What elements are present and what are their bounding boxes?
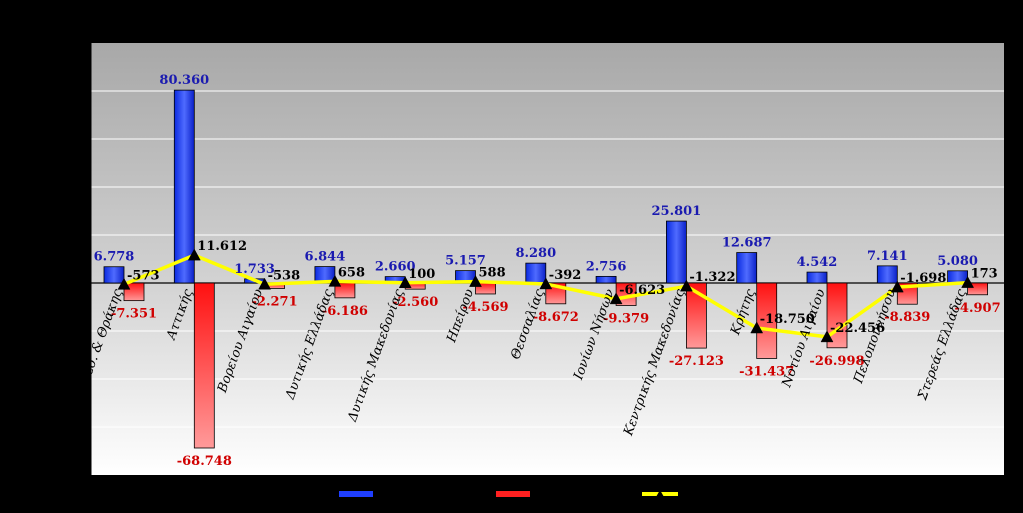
data-label-line: -6.623 — [619, 283, 665, 298]
data-label-negative: -8.672 — [533, 310, 579, 325]
data-label-negative: -4.569 — [462, 300, 508, 315]
data-label-positive: 8.280 — [515, 246, 556, 261]
line-marker — [609, 292, 623, 305]
data-label-line: -18.750 — [760, 312, 815, 327]
bar-positive — [666, 220, 687, 284]
legend-swatch-blue — [339, 491, 373, 497]
data-label-line: 588 — [479, 266, 506, 281]
line-marker — [890, 280, 904, 293]
data-label-negative: -8.839 — [884, 310, 930, 325]
bars — [103, 89, 988, 449]
legend — [339, 490, 678, 497]
line-series — [117, 248, 975, 343]
line-marker — [539, 277, 553, 290]
bar-positive — [173, 89, 195, 284]
data-label-positive: 5.157 — [445, 254, 486, 269]
line-marker — [187, 248, 201, 261]
data-label-positive: 2.756 — [586, 259, 627, 274]
bar-positive — [103, 266, 125, 284]
data-label-line: -1.698 — [900, 271, 946, 286]
line-marker — [820, 330, 834, 343]
data-label-positive: 6.778 — [94, 250, 135, 265]
bar-positive — [525, 262, 547, 284]
data-label-positive: 12.687 — [722, 236, 772, 251]
legend-swatch-red — [496, 491, 530, 497]
data-label-positive: 5.080 — [937, 254, 978, 269]
data-label-line: -392 — [549, 268, 582, 283]
data-label-positive: 4.542 — [797, 255, 838, 270]
data-label-positive: 7.141 — [867, 249, 908, 264]
data-label-negative: -68.748 — [177, 454, 232, 469]
line-marker — [750, 321, 764, 334]
data-label-line: -573 — [127, 268, 160, 283]
data-label-line: 11.612 — [197, 239, 247, 254]
line-marker — [398, 276, 412, 289]
data-label-negative: -9.379 — [603, 312, 649, 327]
data-label-negative: -31.437 — [739, 364, 794, 379]
line-marker — [328, 274, 342, 287]
data-label-positive: 2.660 — [375, 260, 416, 275]
data-label-negative: -2.271 — [252, 294, 298, 309]
data-labels: 6.778 80.360 1.733 6.844 2.660 5.157 8.280 2.75… — [94, 73, 1001, 469]
bar-negative — [686, 282, 707, 349]
plot-area — [91, 43, 1004, 475]
bar-negative — [967, 282, 988, 296]
bar-positive — [806, 271, 828, 284]
data-label-line: 173 — [971, 267, 998, 282]
line-marker — [679, 279, 693, 292]
data-label-positive: 25.801 — [652, 204, 702, 219]
bar-negative — [193, 282, 215, 449]
data-label-line: 100 — [408, 267, 435, 282]
data-label-positive: 1.733 — [234, 262, 275, 277]
data-label-negative: -7.351 — [111, 307, 157, 322]
data-label-line: 658 — [338, 265, 365, 280]
data-label-negative: -4.907 — [955, 301, 1001, 316]
data-label-negative: -6.186 — [322, 304, 368, 319]
data-label-negative: -27.123 — [669, 354, 724, 369]
data-label-negative: -2.560 — [392, 295, 438, 310]
data-label-positive: 80.360 — [159, 73, 209, 88]
line-marker — [258, 277, 272, 290]
data-label-line: -22.456 — [830, 321, 885, 336]
data-label-negative: -26.998 — [809, 354, 864, 369]
legend-line-marker — [656, 490, 664, 497]
bar-positive — [736, 252, 758, 284]
line-marker — [961, 276, 975, 288]
line-marker — [469, 275, 482, 287]
data-label-line: -538 — [268, 268, 301, 283]
data-label-line: -1.322 — [689, 270, 735, 285]
bar-negative — [756, 282, 778, 359]
bar-positive — [595, 275, 617, 284]
line-marker — [117, 277, 131, 290]
data-label-positive: 6.844 — [305, 250, 346, 265]
bar-positive — [876, 265, 898, 284]
